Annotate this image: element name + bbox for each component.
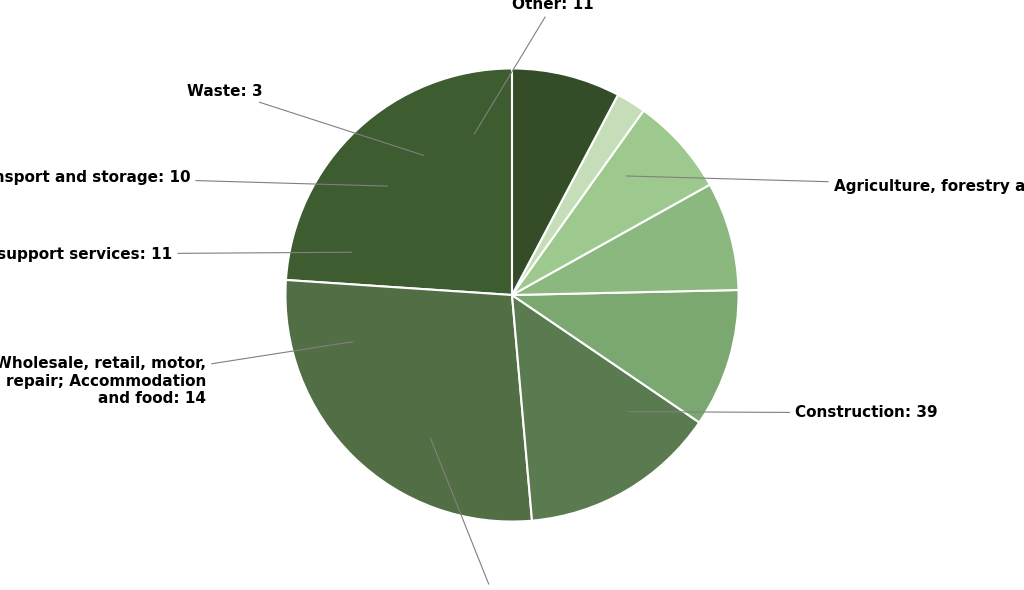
Text: Wholesale, retail, motor,
repair; Accommodation
and food: 14: Wholesale, retail, motor, repair; Accomm…	[0, 342, 353, 406]
Text: Transport and storage: 10: Transport and storage: 10	[0, 170, 388, 186]
Wedge shape	[512, 185, 738, 295]
Text: Admin & support services: 11: Admin & support services: 11	[0, 247, 352, 262]
Text: Agriculture, forestry and fishing: 34: Agriculture, forestry and fishing: 34	[627, 176, 1024, 194]
Text: Waste: 3: Waste: 3	[187, 84, 424, 155]
Wedge shape	[512, 290, 738, 422]
Text: Construction: 39: Construction: 39	[629, 405, 938, 420]
Wedge shape	[512, 110, 710, 295]
Wedge shape	[512, 68, 617, 295]
Text: Other: 11: Other: 11	[474, 0, 594, 135]
Wedge shape	[286, 280, 532, 522]
Wedge shape	[512, 295, 699, 520]
Wedge shape	[512, 95, 643, 295]
Wedge shape	[286, 68, 512, 295]
Text: Manufacturing: 20: Manufacturing: 20	[415, 438, 573, 590]
